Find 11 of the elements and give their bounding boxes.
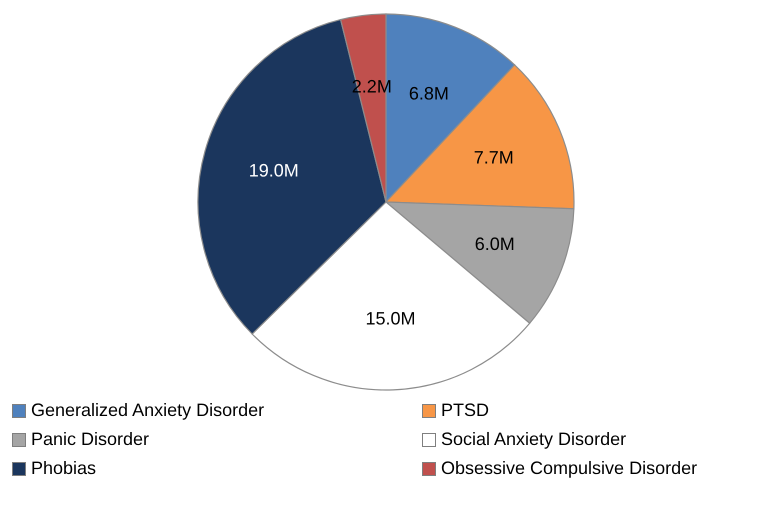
data-label: 19.0M	[248, 160, 299, 180]
legend-label: Generalized Anxiety Disorder	[31, 400, 264, 421]
data-label: 6.8M	[408, 84, 449, 104]
legend-label: Social Anxiety Disorder	[441, 429, 626, 450]
legend-label: PTSD	[441, 400, 490, 421]
legend-label: Panic Disorder	[31, 429, 150, 450]
data-label: 7.7M	[474, 148, 514, 168]
data-label: 6.0M	[474, 234, 515, 254]
legend-label: Phobias	[31, 458, 96, 479]
legend-label: Obsessive Compulsive Disorder	[441, 458, 698, 479]
data-label: 15.0M	[366, 308, 416, 328]
